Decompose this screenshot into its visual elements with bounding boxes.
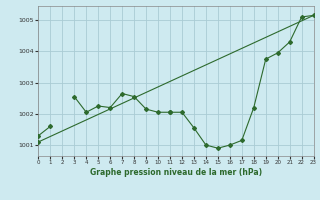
X-axis label: Graphe pression niveau de la mer (hPa): Graphe pression niveau de la mer (hPa) (90, 168, 262, 177)
